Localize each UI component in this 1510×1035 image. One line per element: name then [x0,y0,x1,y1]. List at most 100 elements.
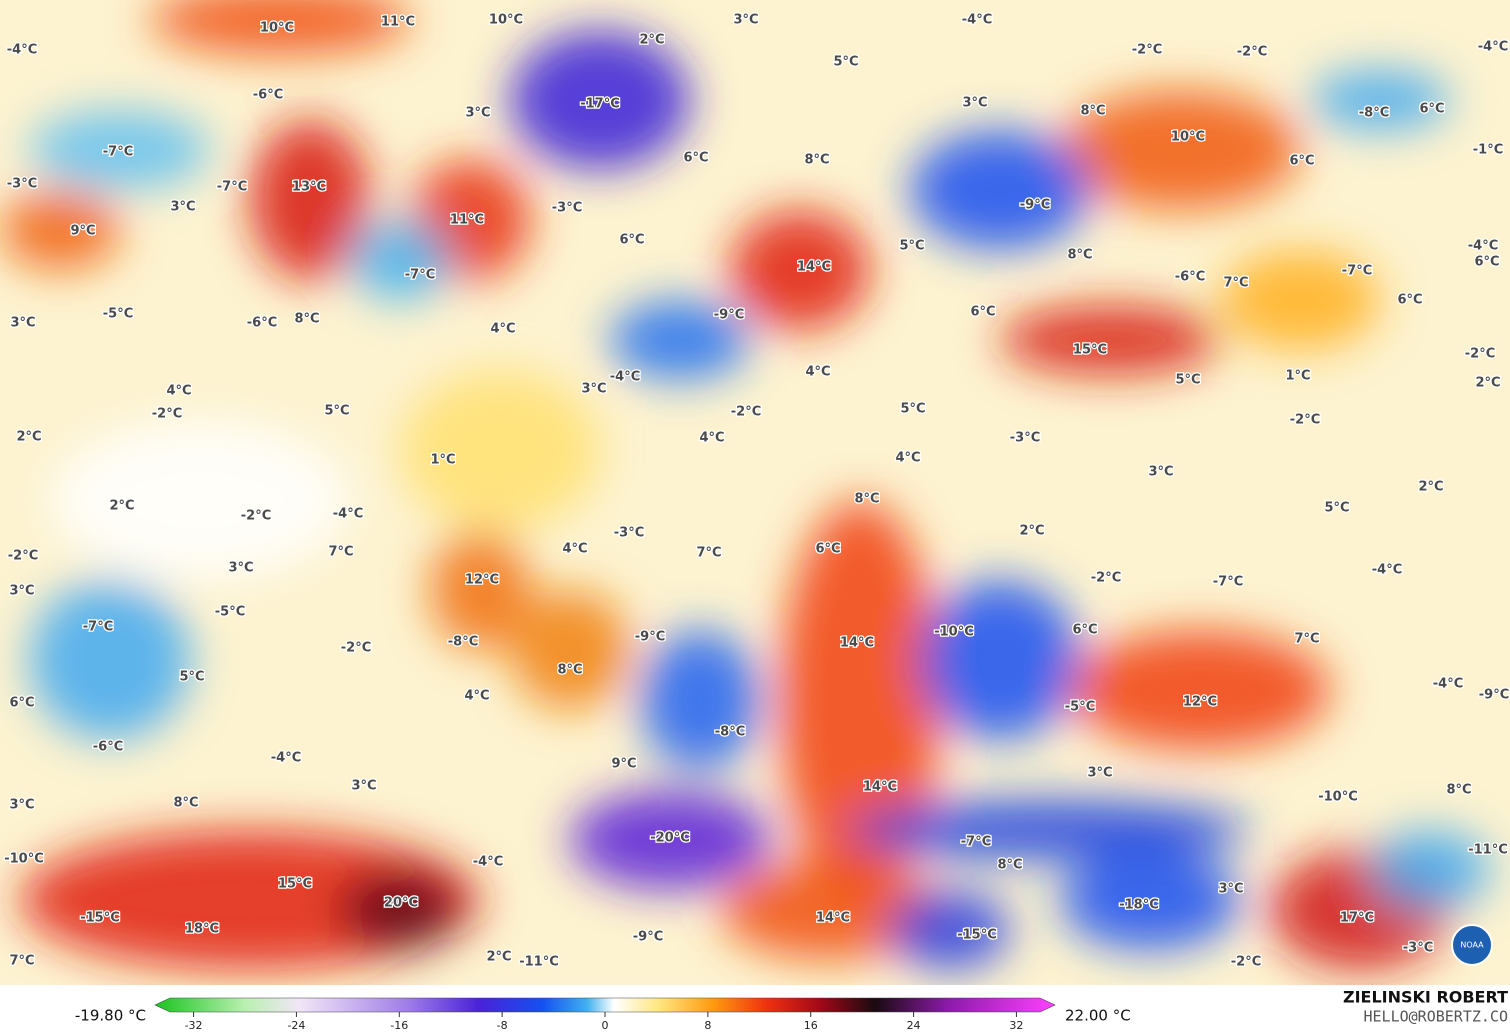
temperature-label: -1°C [1473,143,1503,158]
temperature-label: -9°C [714,308,744,323]
anomaly-blob [1310,70,1450,130]
temperature-label: -20°C [650,831,690,846]
temperature-label: 3°C [465,106,490,121]
temperature-label: 14°C [840,636,874,651]
anomaly-blob [430,530,530,650]
temperature-label: -4°C [473,855,503,870]
temperature-label: -2°C [1231,955,1261,970]
temperature-label: 5°C [324,404,349,419]
temperature-label: 6°C [1397,293,1422,308]
temperature-label: -2°C [731,405,761,420]
temperature-label: 7°C [1223,276,1248,291]
temperature-label: -2°C [1465,347,1495,362]
temperature-label: 6°C [1474,255,1499,270]
temperature-label: -4°C [1372,563,1402,578]
temperature-label: 5°C [1175,373,1200,388]
temperature-label: 10°C [1171,130,1205,145]
logo [1451,924,1493,966]
temperature-label: 7°C [696,546,721,561]
anomaly-blob [1370,830,1490,910]
anomaly-blob [640,630,760,770]
temperature-label: -7°C [217,180,247,195]
temperature-label: -11°C [1468,843,1508,858]
anomaly-blob [890,890,1010,970]
anomaly-blob [570,790,770,890]
temperature-label: 8°C [1446,783,1471,798]
temperature-label: -9°C [1020,198,1050,213]
temperature-label: -8°C [1359,106,1389,121]
temperature-label: 10°C [489,13,523,28]
temperature-label: 3°C [10,316,35,331]
temperature-label: -2°C [1091,571,1121,586]
temperature-label: -15°C [957,928,997,943]
temperature-label: 6°C [683,151,708,166]
anomaly-blob [720,860,940,960]
anomaly-field [0,0,1490,970]
temperature-label: 4°C [490,322,515,337]
temperature-label: 15°C [278,877,312,892]
temperature-label: 6°C [1419,102,1444,117]
temperature-label: -7°C [83,620,113,635]
temperature-label: 3°C [962,96,987,111]
temperature-label: -4°C [610,370,640,385]
temperature-label: 8°C [997,858,1022,873]
colorbar-tick-label: 0 [602,1019,609,1032]
temperature-label: -4°C [1468,239,1498,254]
anomaly-blob [150,0,410,55]
colorbar-tick-label: 8 [704,1019,711,1032]
temperature-label: -2°C [1290,413,1320,428]
anomaly-blob [0,190,120,270]
email: HELLO@ROBERTZ.CO [1364,1008,1509,1026]
colorbar-tick-label: 32 [1009,1019,1023,1032]
temperature-label: 3°C [9,584,34,599]
temperature-label: -5°C [1065,700,1095,715]
temperature-label: 14°C [797,260,831,275]
temperature-label: -7°C [1213,575,1243,590]
temperature-label: 5°C [179,670,204,685]
temperature-label: 12°C [1183,695,1217,710]
colorbar-tick-label: 24 [907,1019,921,1032]
anomaly-blob [610,300,750,380]
temperature-label: 5°C [833,55,858,70]
temperature-label: 2°C [16,430,41,445]
temperature-label: 3°C [1148,465,1173,480]
temperature-label: 4°C [562,542,587,557]
temperature-label: -7°C [961,835,991,850]
temperature-label: -4°C [7,43,37,58]
temperature-label: 7°C [328,545,353,560]
temperature-label: 3°C [228,561,253,576]
temperature-label: 6°C [815,542,840,557]
temperature-label: 3°C [351,779,376,794]
anomaly-blob [780,500,940,900]
temperature-label: 2°C [109,499,134,514]
temperature-label: -10°C [4,852,44,867]
temperature-label: 15°C [1073,343,1107,358]
temperature-label: 8°C [1067,248,1092,263]
anomaly-blob [400,370,600,530]
anomaly-blob [1000,305,1220,375]
temperature-label: -18°C [1119,898,1159,913]
temperature-label: 2°C [1019,524,1044,539]
temperature-label: -9°C [633,930,663,945]
temperature-label: 7°C [1294,632,1319,647]
colorbar-tick-label: 16 [804,1019,818,1032]
colorbar-tick-label: -16 [390,1019,408,1032]
colorbar-min: -19.80 °C [75,1007,146,1025]
temperature-label: -2°C [152,407,182,422]
anomaly-blob [340,870,460,950]
temperature-label: -3°C [552,201,582,216]
temperature-label: 13°C [292,180,326,195]
temperature-label: 9°C [70,224,95,239]
anomaly-blob [1060,90,1300,210]
temperature-label: 20°C [384,896,418,911]
temperature-label: 3°C [9,798,34,813]
temperature-label: 4°C [895,451,920,466]
temperature-label: 6°C [9,696,34,711]
temperature-label: 3°C [1087,766,1112,781]
temperature-label: 5°C [900,402,925,417]
anomaly-blob [250,120,370,280]
anomaly-blob [730,210,870,330]
anomaly-blob [1070,630,1330,750]
temperature-label: -5°C [103,307,133,322]
anomaly-blob [510,590,630,710]
